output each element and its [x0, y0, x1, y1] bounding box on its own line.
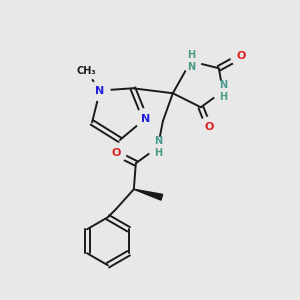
Text: O: O — [236, 51, 245, 61]
Text: H
N: H N — [187, 50, 195, 72]
Circle shape — [76, 61, 96, 81]
Text: N: N — [95, 85, 105, 96]
Polygon shape — [134, 189, 163, 200]
Text: N: N — [140, 114, 150, 124]
Text: CH₃: CH₃ — [76, 66, 96, 76]
Circle shape — [231, 46, 251, 66]
Circle shape — [148, 137, 168, 157]
Circle shape — [213, 81, 233, 101]
Text: N
H: N H — [219, 80, 227, 102]
Circle shape — [90, 81, 110, 100]
Circle shape — [106, 143, 126, 163]
Text: N
H: N H — [154, 136, 162, 158]
Circle shape — [181, 51, 201, 71]
Circle shape — [199, 117, 219, 137]
Text: O: O — [111, 148, 121, 158]
Circle shape — [135, 109, 155, 129]
Text: O: O — [204, 122, 214, 132]
